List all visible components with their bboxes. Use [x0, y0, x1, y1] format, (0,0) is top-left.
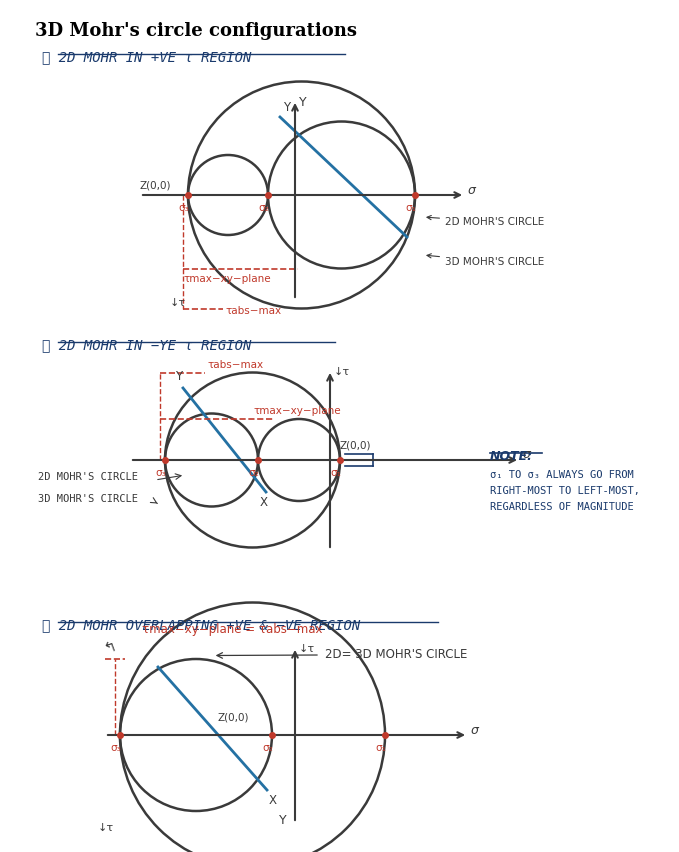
Text: Y: Y	[175, 370, 182, 383]
Text: σ: σ	[468, 183, 476, 197]
Text: 2D MOHR'S CIRCLE: 2D MOHR'S CIRCLE	[38, 472, 138, 482]
Text: τmax−xy−plane: τmax−xy−plane	[183, 274, 271, 285]
Text: Y: Y	[279, 815, 287, 827]
Text: ↓τ: ↓τ	[299, 644, 315, 654]
Text: σ₁ TO σ₃ ALWAYS GO FROM: σ₁ TO σ₃ ALWAYS GO FROM	[490, 470, 634, 480]
Text: REGARDLESS OF MAGNITUDE: REGARDLESS OF MAGNITUDE	[490, 502, 634, 512]
Text: σ₁: σ₁	[375, 743, 386, 753]
Text: ↳: ↳	[95, 636, 112, 654]
Text: ↓τ: ↓τ	[98, 823, 114, 833]
Text: 3D Mohr's circle configurations: 3D Mohr's circle configurations	[35, 22, 357, 40]
Text: τabs−max: τabs−max	[226, 306, 282, 315]
Text: 2D MOHR'S CIRCLE: 2D MOHR'S CIRCLE	[427, 216, 545, 227]
Text: σ₁: σ₁	[405, 203, 416, 213]
Text: NOTE:: NOTE:	[490, 450, 533, 463]
Text: σ₂: σ₂	[249, 468, 259, 478]
Text: σ₃: σ₃	[179, 203, 189, 213]
Text: σ₃: σ₃	[155, 468, 166, 478]
Text: 3D MOHR'S CIRCLE: 3D MOHR'S CIRCLE	[427, 254, 545, 267]
Text: 3D MOHR'S CIRCLE: 3D MOHR'S CIRCLE	[38, 494, 138, 504]
Text: ③ 2D MOHR OVERLAPPING +VE & −VE REGION: ③ 2D MOHR OVERLAPPING +VE & −VE REGION	[42, 618, 361, 632]
Text: Z(0,0): Z(0,0)	[217, 713, 249, 723]
Text: σ: σ	[523, 448, 531, 462]
Text: τmax−xy−plane: τmax−xy−plane	[253, 406, 341, 416]
Text: σ₁: σ₁	[331, 468, 342, 478]
Text: σ₂: σ₂	[263, 743, 274, 753]
Text: ① 2D MOHR IN +VE τ REGION: ① 2D MOHR IN +VE τ REGION	[42, 50, 251, 64]
Text: X: X	[260, 496, 268, 509]
Text: σ₃: σ₃	[111, 743, 122, 753]
Text: ↓τ: ↓τ	[334, 367, 350, 377]
Text: τmax−xy−plane = τabs−max: τmax−xy−plane = τabs−max	[142, 623, 323, 636]
Text: τabs−max: τabs−max	[207, 360, 263, 370]
Text: Z(0,0): Z(0,0)	[140, 180, 172, 190]
Text: 2D= 3D MOHR'S CIRCLE: 2D= 3D MOHR'S CIRCLE	[325, 648, 467, 661]
Text: Y: Y	[283, 101, 290, 114]
Text: σ: σ	[471, 723, 479, 736]
Text: Z(0,0): Z(0,0)	[340, 440, 371, 450]
Text: Y: Y	[299, 95, 307, 108]
Text: X: X	[269, 794, 277, 807]
Text: RIGHT-MOST TO LEFT-MOST,: RIGHT-MOST TO LEFT-MOST,	[490, 486, 640, 496]
Text: σ₂: σ₂	[259, 203, 270, 213]
Text: ↓τ: ↓τ	[170, 297, 186, 308]
Text: ② 2D MOHR IN −YE τ REGION: ② 2D MOHR IN −YE τ REGION	[42, 338, 251, 352]
